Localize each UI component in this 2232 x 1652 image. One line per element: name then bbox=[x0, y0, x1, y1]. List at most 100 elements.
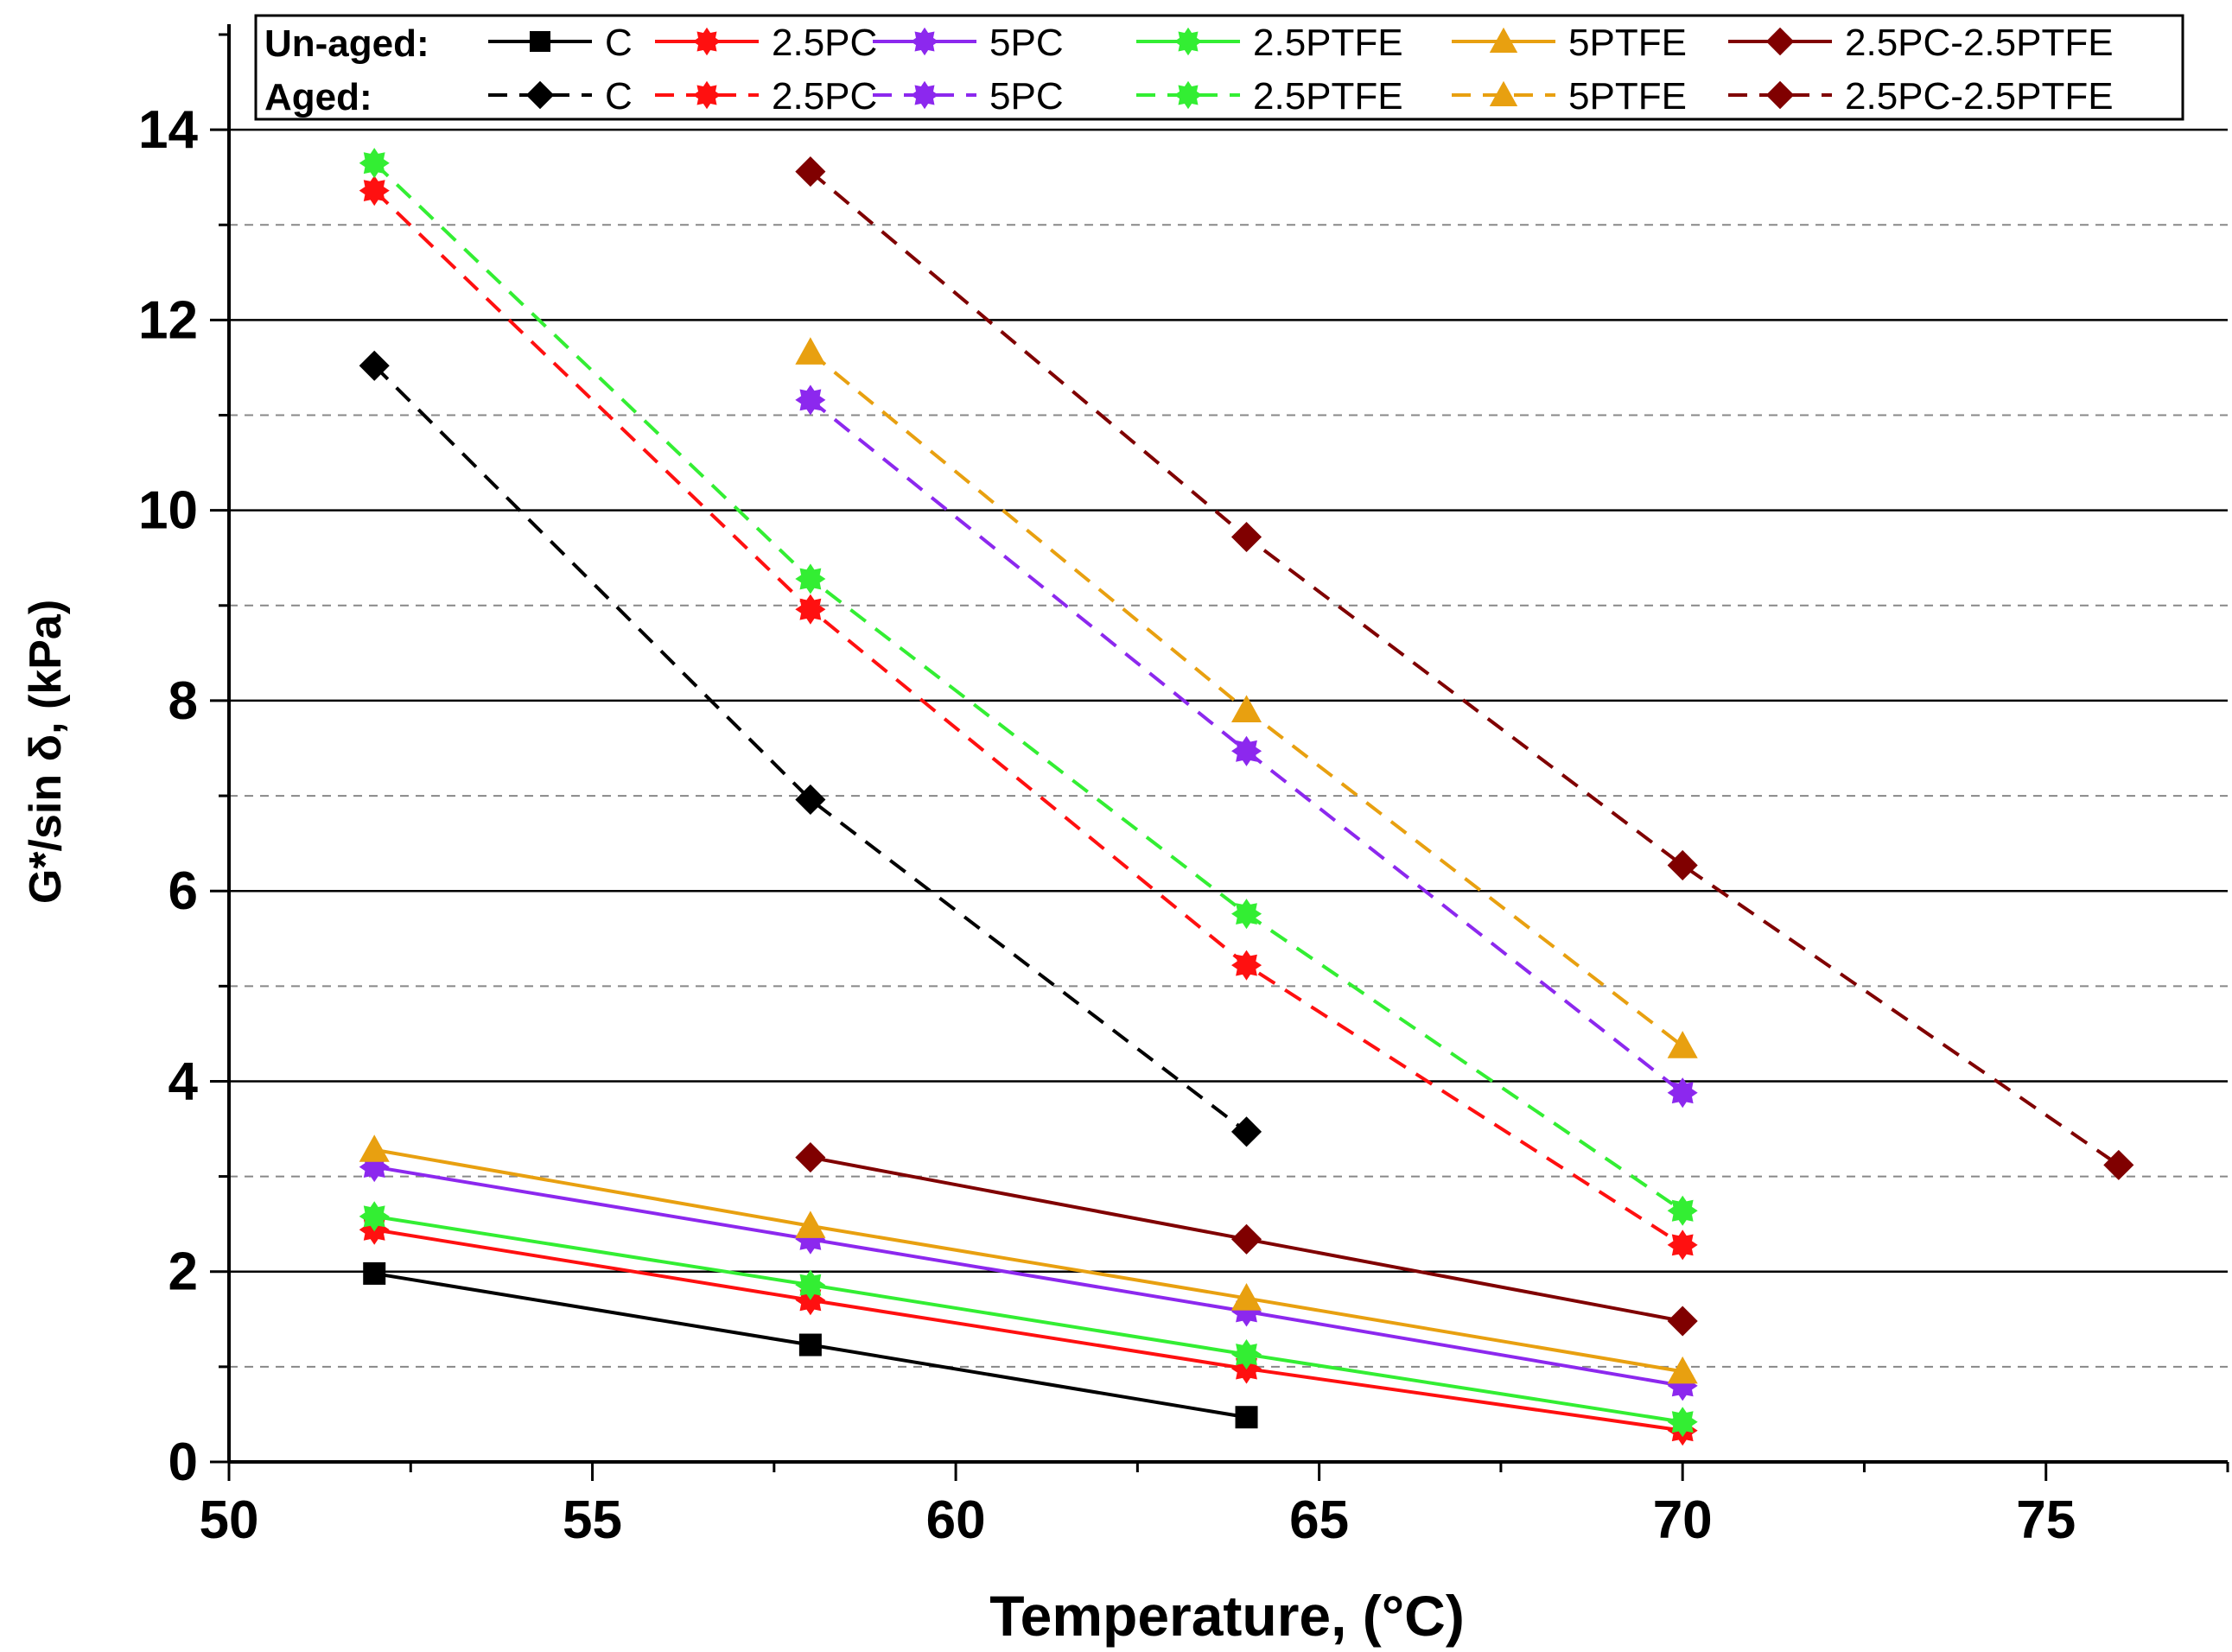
legend-entry-label: 5PTFE bbox=[1568, 22, 1687, 64]
series-line-unaged-2-5pc bbox=[373, 1228, 1683, 1433]
data-point-unaged-5ptfe bbox=[1667, 1356, 1698, 1384]
data-point-aged-2-5pc-2-5ptfe bbox=[2103, 1149, 2134, 1180]
data-point-aged-2-5pc bbox=[1667, 1229, 1698, 1261]
legend-marker bbox=[1173, 80, 1203, 110]
legend-marker bbox=[1765, 27, 1795, 56]
data-point-unaged-2-5ptfe bbox=[359, 1201, 390, 1232]
series-aged-2-5pc-2-5ptfe bbox=[795, 156, 2134, 1180]
legend-entry-label: 5PC bbox=[989, 22, 1064, 64]
series-line-unaged-5ptfe bbox=[373, 1147, 1683, 1374]
y-tick-label: 12 bbox=[138, 290, 198, 350]
axes-layer: 50 55 60 65 70 75 0 2 4 6 8 10 12 14 bbox=[138, 24, 2229, 1550]
legend-marker bbox=[1765, 80, 1795, 110]
x-tick-label: 50 bbox=[200, 1490, 259, 1550]
series-unaged-2-5pc-2-5ptfe bbox=[795, 1142, 1698, 1337]
legend-entry-label: 2.5PC bbox=[772, 22, 877, 64]
x-tick-label: 70 bbox=[1653, 1490, 1713, 1550]
series-unaged-c bbox=[363, 1261, 1258, 1429]
data-point-unaged-5ptfe bbox=[795, 1210, 826, 1238]
data-point-aged-c bbox=[359, 350, 390, 381]
x-tick-label: 60 bbox=[926, 1490, 986, 1550]
data-point-aged-2-5pc-2-5ptfe bbox=[1230, 521, 1262, 553]
data-point-unaged-2-5pc-2-5ptfe bbox=[1230, 1223, 1262, 1255]
legend-entry-label: 2.5PC-2.5PTFE bbox=[1845, 75, 2114, 118]
series-aged-2-5pc bbox=[359, 175, 1698, 1261]
data-point-aged-5ptfe bbox=[1667, 1031, 1698, 1058]
series-layer bbox=[359, 148, 2134, 1446]
grid-layer bbox=[229, 128, 2228, 1368]
legend-entry-label: 2.5PTFE bbox=[1253, 75, 1403, 118]
y-tick-label: 14 bbox=[138, 100, 198, 160]
legend-marker bbox=[692, 80, 722, 110]
legend-marker bbox=[1489, 27, 1518, 53]
x-tick-label: 55 bbox=[563, 1490, 622, 1550]
data-point-aged-c bbox=[1230, 1116, 1262, 1147]
legend-entry-label: C bbox=[605, 75, 633, 118]
data-point-unaged-5ptfe bbox=[359, 1134, 390, 1162]
series-line-aged-2-5pc-2-5ptfe bbox=[809, 170, 2120, 1167]
x-tick-label: 65 bbox=[1289, 1490, 1349, 1550]
series-aged-5ptfe bbox=[795, 337, 1698, 1058]
y-tick-label: 0 bbox=[169, 1433, 198, 1492]
legend-entry-label: 2.5PC-2.5PTFE bbox=[1845, 22, 2114, 64]
data-point-unaged-2-5ptfe bbox=[1231, 1339, 1262, 1370]
data-point-unaged-5ptfe bbox=[1230, 1283, 1262, 1311]
data-point-aged-2-5pc bbox=[359, 175, 390, 206]
legend-group-label: Aged: bbox=[264, 76, 372, 118]
legend-entry-label: C bbox=[605, 22, 633, 64]
series-unaged-5ptfe bbox=[359, 1134, 1698, 1384]
legend-marker bbox=[910, 80, 939, 110]
x-axis-title: Temperature, (°C) bbox=[989, 1584, 1465, 1648]
series-aged-2-5ptfe bbox=[359, 148, 1698, 1226]
x-tick-label: 75 bbox=[2016, 1490, 2076, 1550]
data-point-aged-5ptfe bbox=[795, 337, 826, 365]
data-point-unaged-2-5pc-2-5ptfe bbox=[795, 1142, 826, 1173]
data-point-aged-2-5pc bbox=[1231, 950, 1262, 981]
series-aged-c bbox=[359, 350, 1262, 1147]
series-line-aged-c bbox=[372, 364, 1248, 1134]
legend-entry-label: 2.5PTFE bbox=[1253, 22, 1403, 64]
data-point-aged-5pc bbox=[1667, 1077, 1698, 1109]
series-line-unaged-2-5ptfe bbox=[373, 1214, 1683, 1424]
data-point-unaged-2-5ptfe bbox=[1667, 1407, 1698, 1438]
data-point-aged-2-5pc bbox=[795, 594, 826, 625]
data-point-aged-5pc bbox=[795, 384, 826, 416]
data-point-aged-5ptfe bbox=[1230, 695, 1262, 722]
legend-marker bbox=[530, 31, 550, 52]
legend-marker bbox=[692, 27, 722, 56]
legend: Un-aged: C 2.5PC 5PC 2.5PTFE 5PTFE 2.5PC-2.5PT… bbox=[254, 14, 2184, 121]
legend-entry-label: 5PC bbox=[989, 75, 1064, 118]
series-line-aged-2-5pc bbox=[372, 189, 1684, 1247]
data-point-aged-2-5ptfe bbox=[795, 563, 826, 594]
data-point-aged-2-5ptfe bbox=[1231, 899, 1262, 930]
legend-group-label: Un-aged: bbox=[264, 22, 429, 65]
y-axis-title: G*/sin δ, (kPa) bbox=[21, 600, 71, 904]
data-point-unaged-c bbox=[1235, 1406, 1258, 1429]
legend-box bbox=[254, 14, 2184, 121]
legend-entry-label: 5PTFE bbox=[1568, 75, 1687, 118]
data-point-unaged-2-5pc-2-5ptfe bbox=[1667, 1306, 1698, 1337]
legend-entry-label: 2.5PC bbox=[772, 75, 877, 118]
legend-marker bbox=[910, 27, 939, 56]
legend-marker bbox=[1489, 80, 1518, 106]
series-unaged-2-5ptfe bbox=[359, 1201, 1698, 1438]
y-tick-label: 6 bbox=[169, 861, 198, 921]
y-tick-label: 2 bbox=[169, 1242, 198, 1302]
y-tick-label: 8 bbox=[169, 671, 198, 731]
series-line-unaged-5pc bbox=[373, 1165, 1683, 1388]
data-point-aged-2-5pc-2-5ptfe bbox=[1667, 849, 1698, 881]
data-point-unaged-c bbox=[363, 1261, 386, 1285]
data-point-aged-2-5ptfe bbox=[1667, 1195, 1698, 1226]
data-point-aged-c bbox=[795, 784, 826, 816]
legend-marker bbox=[525, 80, 555, 110]
data-point-unaged-2-5ptfe bbox=[795, 1269, 826, 1300]
data-point-aged-2-5ptfe bbox=[359, 148, 390, 179]
y-tick-label: 4 bbox=[169, 1052, 199, 1111]
y-tick-label: 10 bbox=[138, 481, 198, 541]
data-point-aged-2-5pc-2-5ptfe bbox=[795, 156, 826, 187]
data-point-aged-5pc bbox=[1231, 735, 1262, 766]
data-point-unaged-c bbox=[798, 1333, 822, 1357]
legend-marker bbox=[1173, 27, 1203, 56]
